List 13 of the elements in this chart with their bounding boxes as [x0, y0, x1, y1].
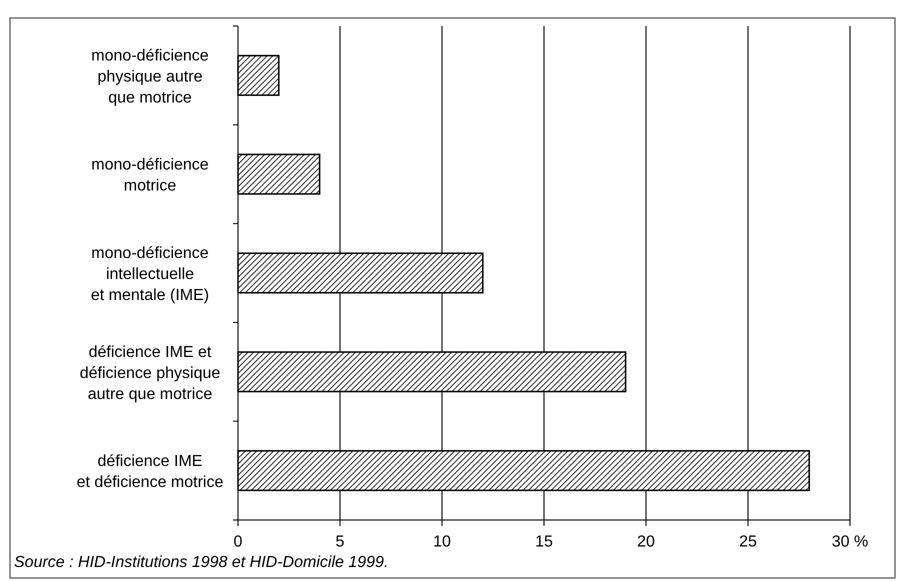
- y-tick-label: déficience IME et déficience physique autre que motrice: [80, 344, 220, 403]
- x-tick-label: 30 %: [832, 534, 868, 551]
- y-tick-label: mono-déficience intellectuelle et mentale (IME): [90, 245, 210, 304]
- x-tick-label: 0: [234, 534, 243, 551]
- y-tick-label: mono-déficience motrice: [91, 156, 209, 195]
- x-tick-label: 15: [535, 534, 553, 551]
- y-tick-label: déficience IME et déficience motrice: [76, 453, 224, 492]
- x-tick-label: 20: [637, 534, 655, 551]
- y-tick-label: mono-déficience physique autre que motrice: [91, 47, 209, 106]
- x-tick-label: 25: [739, 534, 757, 551]
- x-tick-label: 10: [433, 534, 451, 551]
- source-note: Source : HID-Institutions 1998 et HID-Domicile 1999.: [14, 554, 388, 571]
- x-tick-label: 5: [336, 534, 345, 551]
